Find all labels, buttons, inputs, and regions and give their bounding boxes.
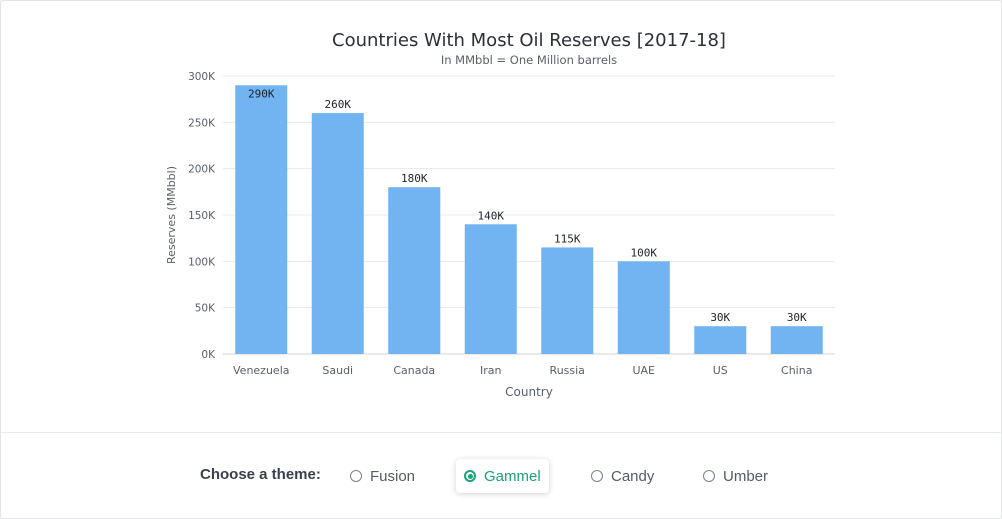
bar[interactable] — [617, 261, 670, 354]
theme-option-umber[interactable]: Umber — [695, 459, 776, 493]
x-tick-label: Venezuela — [233, 364, 290, 377]
divider — [1, 432, 1001, 433]
y-axis-title: Reserves (MMbbl) — [165, 166, 178, 264]
x-tick-label: US — [713, 364, 728, 377]
radio-checked-icon[interactable] — [464, 470, 476, 482]
bar[interactable] — [694, 326, 747, 354]
x-tick-label: Saudi — [322, 364, 353, 377]
x-tick-label: Canada — [393, 364, 435, 377]
radio-icon[interactable] — [591, 470, 603, 482]
bar[interactable] — [770, 326, 823, 354]
y-tick-label: 0K — [201, 349, 216, 361]
value-labels: 290K 260K 180K 140K 115K 100K 30K 30K — [248, 87, 807, 324]
bars — [235, 85, 823, 355]
value-label: 290K — [248, 87, 275, 100]
y-tick-label: 50K — [195, 303, 216, 315]
x-axis-ticks: Venezuela Saudi Canada Iran Russia UAE US China — [233, 364, 812, 377]
chart-area: Countries With Most Oil Reserves [2017-1… — [1, 1, 1001, 432]
radio-icon[interactable] — [703, 470, 715, 482]
bar[interactable] — [464, 224, 517, 354]
bar[interactable] — [235, 85, 288, 355]
theme-option-fusion[interactable]: Fusion — [342, 459, 423, 493]
bar[interactable] — [311, 113, 364, 354]
y-tick-label: 250K — [188, 117, 216, 129]
chart-title: Countries With Most Oil Reserves [2017-1… — [332, 30, 726, 51]
value-label: 30K — [787, 311, 807, 324]
value-label: 100K — [631, 246, 658, 259]
chart-subtitle: In MMbbl = One Million barrels — [441, 53, 617, 67]
y-tick-label: 200K — [188, 164, 216, 176]
y-axis-ticks: 0K 50K 100K 150K 200K 250K 300K — [188, 71, 216, 361]
theme-option-gammel[interactable]: Gammel — [456, 459, 549, 493]
x-tick-label: China — [781, 364, 812, 377]
theme-picker-label: Choose a theme: — [200, 466, 321, 483]
value-label: 140K — [478, 209, 505, 222]
y-tick-label: 300K — [188, 71, 216, 83]
bar[interactable] — [388, 187, 441, 354]
radio-icon[interactable] — [350, 470, 362, 482]
bar-chart: Countries With Most Oil Reserves [2017-1… — [165, 30, 835, 399]
value-label: 260K — [325, 98, 352, 111]
theme-option-label: Candy — [611, 467, 655, 485]
x-tick-label: Iran — [480, 364, 502, 377]
y-tick-label: 150K — [188, 210, 216, 222]
theme-option-label: Umber — [723, 467, 769, 485]
bar[interactable] — [541, 247, 594, 354]
theme-option-candy[interactable]: Candy — [583, 459, 662, 493]
y-tick-label: 100K — [188, 256, 216, 268]
theme-picker: Choose a theme: Fusion Gammel Candy Umbe… — [1, 433, 1001, 518]
theme-option-label: Gammel — [484, 467, 541, 485]
theme-option-label: Fusion — [370, 467, 416, 485]
value-label: 30K — [710, 311, 730, 324]
value-label: 115K — [554, 232, 581, 245]
x-tick-label: Russia — [550, 364, 585, 377]
x-axis-title: Country — [505, 385, 553, 399]
x-tick-label: UAE — [632, 364, 655, 377]
value-label: 180K — [401, 172, 428, 185]
